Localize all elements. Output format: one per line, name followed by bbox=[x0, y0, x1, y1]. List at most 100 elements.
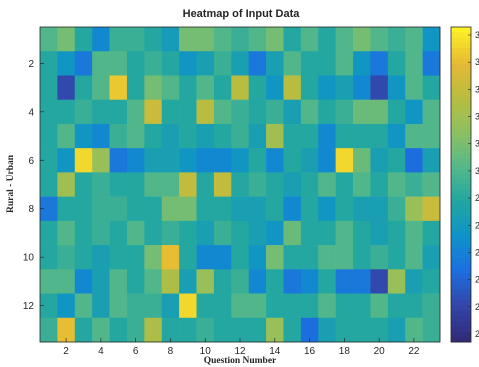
heatmap-cell bbox=[74, 27, 93, 52]
heatmap-cell bbox=[248, 123, 267, 149]
heatmap-cell bbox=[213, 293, 232, 319]
heatmap-cell bbox=[300, 51, 319, 76]
heatmap-cell bbox=[405, 245, 423, 270]
heatmap-cell bbox=[40, 27, 58, 52]
heatmap-cell bbox=[179, 75, 197, 100]
colorbar-swatch bbox=[451, 200, 471, 206]
heatmap-cell bbox=[161, 269, 180, 294]
colorbar-swatch bbox=[451, 84, 471, 91]
heatmap-cell bbox=[74, 317, 93, 343]
heatmap-cell bbox=[266, 75, 284, 100]
colorbar-swatch bbox=[451, 79, 471, 86]
heatmap-cell bbox=[283, 148, 302, 173]
heatmap-cell bbox=[370, 196, 389, 222]
heatmap-cell bbox=[126, 269, 145, 294]
heatmap-cell bbox=[144, 293, 163, 319]
heatmap-cell bbox=[370, 245, 389, 270]
heatmap-cell bbox=[40, 123, 58, 149]
heatmap-cell bbox=[74, 51, 93, 76]
colorbar-swatch bbox=[451, 252, 471, 259]
heatmap-cell bbox=[92, 123, 110, 149]
heatmap-cell bbox=[387, 27, 406, 52]
heatmap-cell bbox=[231, 99, 249, 125]
heatmap-cell bbox=[248, 51, 267, 76]
heatmap-cell bbox=[353, 27, 371, 52]
colorbar-swatch bbox=[451, 221, 471, 227]
colorbar-swatch bbox=[451, 147, 471, 154]
heatmap-cell bbox=[353, 75, 371, 100]
colorbar-swatch bbox=[451, 153, 471, 159]
heatmap-cell bbox=[231, 27, 249, 52]
heatmap-cell bbox=[196, 51, 215, 76]
heatmap-cell bbox=[283, 245, 302, 270]
heatmap-cell bbox=[318, 75, 336, 100]
heatmap-cell bbox=[74, 269, 93, 294]
heatmap-cell bbox=[318, 245, 336, 270]
heatmap-cell bbox=[231, 123, 249, 149]
heatmap-cell bbox=[387, 75, 406, 100]
heatmap-cell bbox=[300, 172, 319, 197]
heatmap-cell bbox=[126, 75, 145, 100]
heatmap-cell bbox=[405, 99, 423, 125]
heatmap-cell bbox=[318, 317, 336, 343]
heatmap-cell bbox=[144, 196, 163, 222]
heatmap-cell bbox=[109, 220, 128, 246]
heatmap-cell bbox=[144, 123, 163, 149]
colorbar-swatch bbox=[451, 179, 471, 185]
colorbar-swatch bbox=[451, 336, 471, 343]
heatmap-cell bbox=[300, 269, 319, 294]
colorbar-tick-label: 2 bbox=[475, 247, 479, 257]
heatmap-cell bbox=[318, 220, 336, 246]
colorbar-tick-label: 2 bbox=[475, 329, 479, 339]
heatmap-cell bbox=[196, 269, 215, 294]
heatmap-cell bbox=[179, 293, 197, 319]
colorbar-swatch bbox=[451, 273, 471, 280]
heatmap-cell bbox=[144, 148, 163, 173]
heatmap-cell bbox=[318, 27, 336, 52]
heatmap-cell bbox=[231, 220, 249, 246]
heatmap-cell bbox=[92, 99, 110, 125]
heatmap-cell bbox=[387, 99, 406, 125]
heatmap-cell bbox=[213, 51, 232, 76]
heatmap-cell bbox=[300, 196, 319, 222]
heatmap-cell bbox=[370, 220, 389, 246]
heatmap-cell bbox=[109, 269, 128, 294]
heatmap-cell bbox=[109, 75, 128, 100]
colorbar-swatch bbox=[451, 315, 471, 322]
heatmap-cell bbox=[300, 293, 319, 319]
heatmap-cell bbox=[213, 220, 232, 246]
y-axis-label: Rural - Urban bbox=[6, 154, 16, 213]
heatmap-cell bbox=[126, 99, 145, 125]
colorbar-swatch bbox=[451, 69, 471, 75]
heatmap-cell bbox=[248, 148, 267, 173]
heatmap-cell bbox=[92, 51, 110, 76]
y-tick-label: 10 bbox=[23, 253, 35, 264]
heatmap-cell bbox=[74, 99, 93, 125]
heatmap-cell bbox=[248, 269, 267, 294]
heatmap-cell bbox=[353, 269, 371, 294]
heatmap-cell bbox=[144, 51, 163, 76]
heatmap-cell bbox=[422, 293, 441, 319]
colorbar-tick-label: 2 bbox=[475, 220, 479, 230]
heatmap-cell bbox=[405, 27, 423, 52]
colorbar bbox=[450, 26, 472, 343]
heatmap-cell bbox=[109, 148, 128, 173]
heatmap-cell bbox=[266, 220, 284, 246]
heatmap-cell bbox=[405, 317, 423, 343]
heatmap-cell bbox=[126, 51, 145, 76]
heatmap-cell bbox=[179, 148, 197, 173]
y-tick-label: 12 bbox=[23, 301, 35, 312]
heatmap-cell bbox=[318, 293, 336, 319]
heatmap-cell bbox=[335, 196, 354, 222]
heatmap-cell bbox=[92, 293, 110, 319]
colorbar-swatch bbox=[451, 210, 471, 217]
colorbar-swatch bbox=[451, 100, 471, 107]
heatmap-cell bbox=[144, 245, 163, 270]
heatmap-cell bbox=[266, 196, 284, 222]
heatmap-cell bbox=[318, 148, 336, 173]
heatmap-cell bbox=[126, 123, 145, 149]
heatmap-cell bbox=[57, 317, 76, 343]
heatmap-cell bbox=[300, 123, 319, 149]
heatmap-cell bbox=[231, 51, 249, 76]
heatmap-cell bbox=[283, 269, 302, 294]
